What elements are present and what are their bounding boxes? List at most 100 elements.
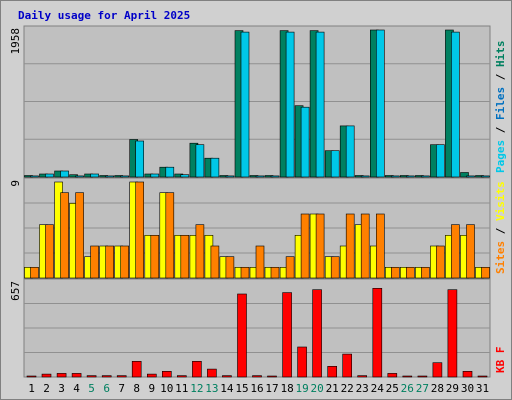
bar-sites-day-8	[135, 181, 144, 279]
legend-hits: Hits	[494, 41, 507, 68]
tick-label-day-13: 13	[205, 382, 218, 395]
bar-sites-day-17	[270, 266, 280, 279]
bar-sites-day-24	[375, 213, 385, 279]
bar-hits-day-30	[460, 172, 469, 178]
tick-label-day-25: 25	[386, 382, 399, 395]
bar-pages-day-19	[300, 106, 310, 178]
bar-kb-f-day-18	[282, 292, 292, 378]
bar-pages-day-6	[105, 175, 114, 178]
bar-sites-day-22	[345, 213, 355, 279]
tick-label-day-18: 18	[280, 382, 293, 395]
panel-max-label: 657	[9, 281, 22, 301]
tick-label-day-24: 24	[371, 382, 385, 395]
bar-kb-f-day-31	[477, 375, 488, 378]
bar-sites-day-26	[405, 266, 415, 279]
bar-pages-day-13	[210, 157, 220, 178]
bar-sites-day-3	[60, 192, 69, 279]
bar-kb-f-day-16	[252, 375, 262, 378]
bar-sites-day-4	[75, 192, 84, 279]
bar-kb-f-day-24	[372, 287, 383, 378]
tick-label-day-22: 22	[341, 382, 354, 395]
bar-sites-day-21	[330, 256, 340, 279]
bar-pages-day-22	[345, 125, 355, 178]
panel-kbytes: 657 KB F	[9, 278, 507, 378]
bar-sites-day-28	[436, 245, 445, 279]
bar-sites-day-19	[300, 213, 310, 279]
bar-sites-day-15	[240, 266, 250, 279]
bar-pages-day-28	[436, 144, 445, 178]
bar-sites-day-1	[30, 266, 39, 279]
tick-label-day-23: 23	[356, 382, 369, 395]
bar-pages-day-5	[90, 173, 99, 178]
bar-pages-day-24	[375, 29, 385, 178]
legend-pages: Pages	[494, 140, 507, 173]
bar-sites-day-31	[481, 266, 490, 279]
bar-kb-f-day-12	[192, 360, 202, 378]
legend-files: Files	[494, 87, 507, 120]
bar-sites-day-27	[421, 266, 430, 279]
bar-pages-day-25	[390, 175, 400, 178]
bar-pages-day-8	[135, 140, 144, 178]
legend-sites: Sites	[494, 241, 507, 274]
tick-label-day-12: 12	[190, 382, 203, 395]
bar-kb-f-day-23	[357, 375, 368, 378]
panel-max-label: 1958	[9, 28, 22, 55]
bar-pages-day-21	[330, 150, 340, 178]
bar-kb-f-day-22	[342, 353, 353, 378]
chart-panels: 1958 Pages / Files / Hits 9 Sites / Visits 6…	[9, 25, 507, 378]
tick-label-day-29: 29	[446, 382, 459, 395]
bar-kb-f-day-17	[267, 375, 277, 378]
bar-pages-day-17	[270, 175, 280, 178]
tick-label-day-17: 17	[265, 382, 278, 395]
tick-label-day-31: 31	[476, 382, 489, 395]
bar-sites-day-23	[360, 213, 370, 279]
bar-pages-day-16	[255, 175, 265, 178]
tick-label-day-6: 6	[103, 382, 110, 395]
bar-kb-f-day-6	[101, 375, 112, 378]
tick-label-day-10: 10	[160, 382, 173, 395]
bar-pages-day-23	[360, 175, 370, 178]
bar-kb-f-day-13	[207, 368, 217, 378]
bar-sites-day-14	[225, 256, 235, 279]
bar-pages-day-18	[285, 31, 295, 178]
legend-kb-f: KB F	[494, 347, 507, 374]
x-axis-tick-labels: 1 2 3 4 5 6 7 8 9 10 11 12 13 14 15 16 17 18 19 20 21 22 23 24 2…	[28, 382, 489, 395]
tick-label-day-19: 19	[295, 382, 308, 395]
bar-sites-day-25	[390, 266, 400, 279]
tick-label-day-15: 15	[235, 382, 248, 395]
bar-sites-day-6	[105, 245, 114, 279]
bar-sites-day-2	[45, 224, 54, 279]
bar-kb-f-day-11	[177, 375, 187, 378]
bar-sites-day-30	[466, 224, 475, 279]
bar-kb-f-day-21	[327, 365, 338, 378]
bar-pages-day-11	[180, 174, 190, 178]
bar-kb-f-day-25	[387, 373, 398, 378]
bar-pages-day-10	[165, 166, 175, 178]
bar-sites-day-18	[285, 256, 295, 279]
bar-kb-f-day-27	[417, 375, 428, 378]
bar-pages-day-31	[481, 175, 490, 178]
tick-label-day-26: 26	[401, 382, 414, 395]
bar-pages-day-14	[225, 175, 235, 178]
bar-pages-day-7	[120, 175, 129, 178]
tick-label-day-4: 4	[73, 382, 80, 395]
bar-pages-day-3	[60, 170, 69, 178]
bar-pages-day-15	[240, 31, 250, 178]
bar-kb-f-day-9	[147, 373, 157, 378]
legend-separator: /	[494, 221, 507, 241]
bar-kb-f-day-26	[402, 375, 413, 378]
chart-title: Daily usage for April 2025	[18, 9, 190, 22]
bar-kb-f-day-14	[222, 375, 232, 378]
tick-label-day-11: 11	[175, 382, 188, 395]
bar-kb-f-day-10	[162, 370, 172, 378]
bar-kb-f-day-29	[447, 289, 458, 378]
bar-sites-day-7	[120, 245, 129, 279]
tick-label-day-14: 14	[220, 382, 234, 395]
bar-kb-f-day-8	[131, 360, 142, 378]
bar-kb-f-day-20	[312, 289, 322, 378]
panel-hits-files-pages: 1958 Pages / Files / Hits	[9, 25, 507, 178]
bar-sites-day-9	[150, 235, 160, 279]
bar-pages-day-27	[421, 175, 430, 178]
tick-label-day-1: 1	[28, 382, 35, 395]
bar-pages-day-20	[315, 31, 325, 178]
